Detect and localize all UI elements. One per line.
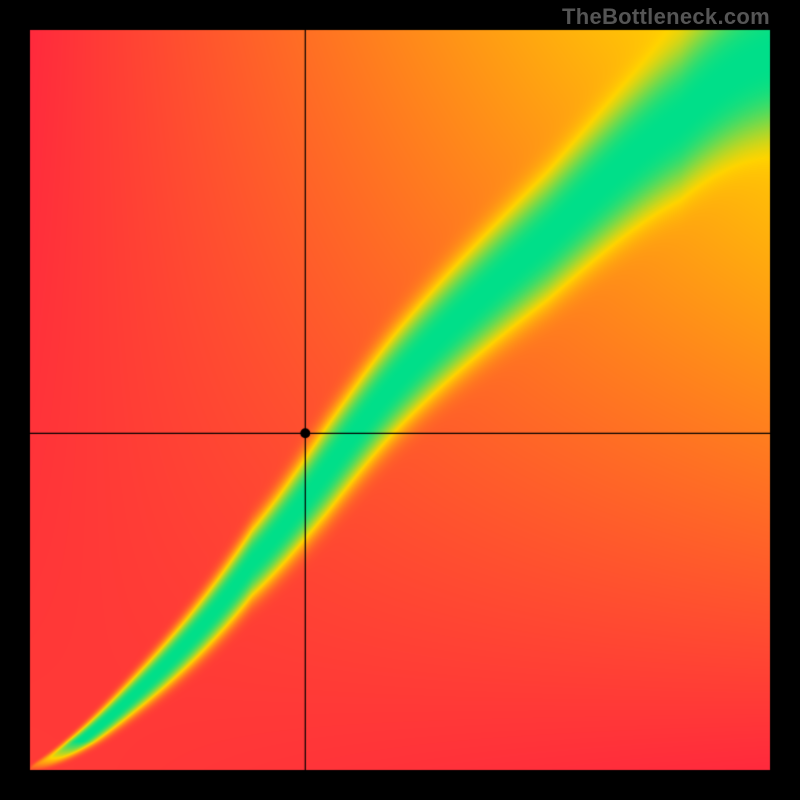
- watermark-text: TheBottleneck.com: [562, 4, 770, 30]
- heatmap-canvas: [0, 0, 800, 800]
- chart-container: TheBottleneck.com: [0, 0, 800, 800]
